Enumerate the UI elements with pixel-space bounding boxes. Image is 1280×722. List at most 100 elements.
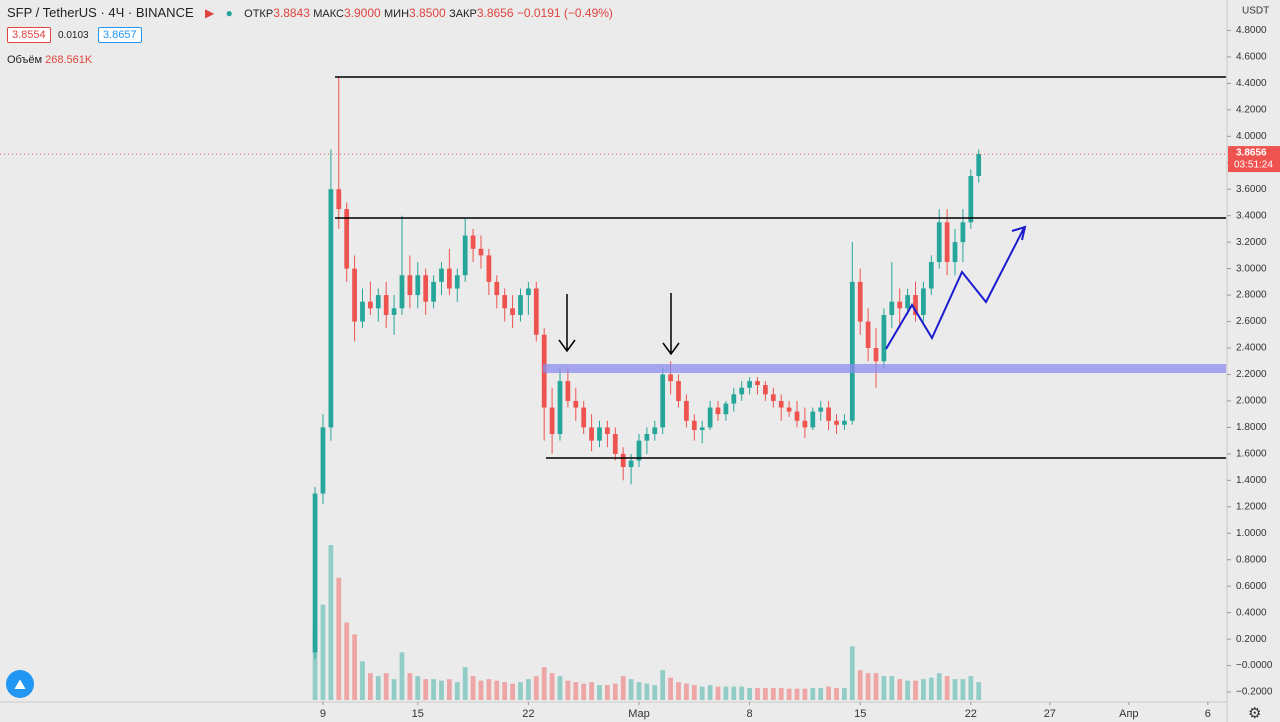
candle-body — [391, 308, 397, 315]
volume-bar — [715, 686, 721, 700]
y-tick-label: 1.8000 — [1236, 422, 1267, 433]
x-tick-label: 15 — [854, 708, 866, 720]
candle-body — [936, 222, 942, 263]
volume-bar — [415, 676, 421, 700]
volume-bar — [605, 685, 610, 700]
candle-body — [360, 301, 365, 322]
candle-body — [407, 275, 413, 296]
volume-bar — [802, 688, 808, 700]
candle-body — [668, 374, 673, 382]
candle-body — [770, 394, 776, 401]
x-tick-label: 27 — [1044, 708, 1056, 720]
y-tick-label: 0.2000 — [1236, 634, 1267, 645]
support-zone — [543, 364, 1226, 373]
candle-body — [944, 222, 950, 263]
candle-body — [889, 301, 895, 315]
candle-body — [818, 407, 824, 412]
volume-bar — [541, 667, 547, 700]
volume-bar — [763, 688, 768, 700]
volume-bar — [454, 682, 460, 700]
volume-bar — [936, 673, 942, 700]
volume-bar — [834, 688, 839, 700]
candle-body — [707, 407, 713, 428]
ask[interactable]: 3.8657 — [97, 27, 142, 43]
plot — [312, 76, 982, 700]
volume-bar — [660, 670, 666, 700]
candle-body — [794, 411, 800, 421]
candle-body — [644, 434, 650, 441]
y-tick-label: 3.6000 — [1236, 184, 1267, 195]
y-tick-label: 4.4000 — [1236, 78, 1267, 89]
candle-body — [873, 348, 879, 362]
volume-bar — [699, 686, 705, 700]
candle-body — [462, 235, 468, 276]
volume-line: Объём 268.561K — [7, 54, 92, 66]
candle-body — [786, 407, 792, 412]
volume-bar — [399, 652, 405, 700]
status-dot: ● — [225, 6, 233, 20]
volume-bar — [368, 673, 373, 700]
candle-body — [518, 295, 523, 315]
candle-body — [605, 427, 610, 435]
y-tick-label: 1.2000 — [1236, 501, 1267, 512]
bid[interactable]: 3.8554 — [7, 27, 51, 43]
candle-body — [691, 420, 697, 431]
last-price-label: 3.8656 — [1236, 148, 1267, 159]
candle-body — [628, 460, 634, 468]
volume-bar — [526, 679, 531, 700]
candle-body — [810, 411, 816, 428]
currency: USDT — [1242, 6, 1269, 17]
volume-bar — [478, 680, 484, 700]
logo-button[interactable]: ⛰ — [6, 670, 34, 698]
volume-bar — [897, 679, 903, 700]
x-tick-label: 22 — [522, 708, 534, 720]
low-label: МИН — [384, 8, 410, 20]
candle-body — [447, 268, 452, 289]
volume-bar — [881, 676, 887, 700]
x-tick-label: 9 — [320, 708, 326, 720]
candle-body — [454, 275, 460, 289]
candle-body — [952, 242, 958, 263]
header-line: SFP / TetherUS · 4Ч · BINANCE ▶ ● ОТКР3.… — [7, 5, 613, 20]
candle-body — [802, 420, 808, 428]
volume-bar — [494, 680, 500, 700]
volume-bar — [549, 673, 555, 700]
y-tick-label: 1.6000 — [1236, 449, 1267, 460]
candle-body — [375, 295, 381, 309]
volume-bar — [344, 622, 350, 700]
candle-body — [415, 275, 421, 296]
volume-bar — [336, 577, 342, 700]
volume-bar — [375, 676, 381, 700]
candle-body — [763, 385, 768, 395]
candle-body — [352, 268, 357, 322]
candle-body — [834, 420, 839, 425]
volume-bar — [391, 679, 397, 700]
candle-body — [849, 281, 855, 421]
low-value: 3.8500 — [409, 6, 446, 20]
volume-bar — [747, 688, 752, 700]
high-label: МАКС — [313, 8, 344, 20]
volume-bar — [810, 688, 816, 700]
candle-body — [565, 381, 571, 401]
y-tick-label: 3.2000 — [1236, 237, 1267, 248]
candle-body — [597, 427, 602, 441]
volume-bar — [723, 686, 729, 700]
candle-body — [399, 275, 405, 309]
x-tick-label: 8 — [747, 708, 753, 720]
volume-bar — [312, 628, 318, 700]
volume-value: 268.561K — [45, 54, 93, 66]
candle-body — [723, 403, 729, 415]
candle-body — [581, 407, 587, 428]
candle-body — [320, 427, 326, 494]
y-tick-label: 1.0000 — [1236, 528, 1267, 539]
volume-bar — [842, 688, 847, 700]
volume-bar — [849, 646, 855, 700]
candle-body — [494, 281, 500, 296]
y-tick-label: 0.6000 — [1236, 581, 1267, 592]
settings-button[interactable]: ⚙ — [1248, 705, 1262, 722]
candle-body — [431, 281, 436, 302]
candle-body — [470, 235, 476, 249]
symbol: SFP / TetherUS · 4Ч · BINANCE — [7, 5, 194, 20]
